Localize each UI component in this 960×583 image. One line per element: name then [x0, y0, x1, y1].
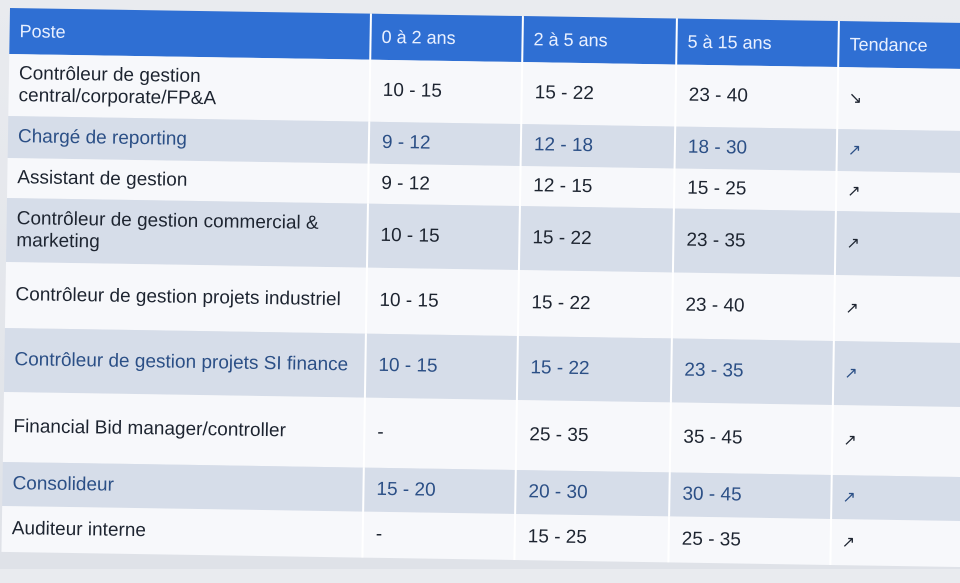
cell-poste: Assistant de gestion	[7, 157, 369, 204]
cell-0-2-ans: 10 - 15	[369, 59, 523, 125]
cell-2-5-ans: 15 - 25	[514, 513, 670, 563]
trend-arrow-icon: ↗	[834, 210, 960, 278]
salary-table-sheet: Poste 0 à 2 ans 2 à 5 ans 5 à 15 ans Ten…	[1, 8, 960, 583]
header-poste: Poste	[9, 8, 371, 60]
trend-arrow-icon: ↘	[837, 67, 960, 132]
cell-poste: Chargé de reporting	[7, 115, 370, 164]
cell-2-5-ans: 15 - 22	[521, 62, 677, 127]
cell-2-5-ans: 15 - 22	[517, 270, 673, 339]
cell-poste: Contrôleur de gestion projets industriel	[4, 261, 367, 334]
cell-0-2-ans: 15 - 20	[363, 467, 516, 514]
cell-2-5-ans: 25 - 35	[515, 400, 671, 473]
cell-5-15-ans: 23 - 40	[675, 64, 839, 130]
trend-arrow-icon: ↗	[836, 129, 960, 174]
cell-5-15-ans: 25 - 35	[668, 516, 832, 565]
trend-arrow-icon: ↗	[832, 340, 960, 408]
cell-poste: Auditeur interne	[1, 505, 364, 558]
cell-poste: Contrôleur de gestion commercial & marke…	[6, 197, 368, 268]
cell-5-15-ans: 15 - 25	[673, 168, 837, 211]
trend-arrow-icon: ↗	[833, 274, 960, 344]
cell-2-5-ans: 12 - 15	[519, 166, 675, 209]
header-2-5-ans: 2 à 5 ans	[522, 16, 677, 65]
header-5-15-ans: 5 à 15 ans	[676, 18, 839, 68]
cell-0-2-ans: 9 - 12	[368, 121, 522, 167]
cell-0-2-ans: -	[363, 397, 517, 471]
cell-5-15-ans: 23 - 35	[670, 338, 834, 405]
cell-0-2-ans: 9 - 12	[367, 163, 521, 207]
trend-arrow-icon: ↗	[835, 171, 960, 214]
cell-2-5-ans: 15 - 22	[518, 206, 674, 273]
cell-poste: Financial Bid manager/controller	[2, 391, 365, 468]
cell-5-15-ans: 35 - 45	[669, 402, 833, 475]
cell-poste: Contrôleur de gestion projets SI finance	[3, 327, 366, 398]
cell-5-15-ans: 23 - 35	[672, 208, 836, 275]
cell-0-2-ans: -	[362, 511, 516, 560]
cell-2-5-ans: 12 - 18	[520, 124, 676, 169]
trend-arrow-icon: ↗	[830, 518, 960, 568]
cell-5-15-ans: 18 - 30	[674, 126, 838, 172]
trend-arrow-icon: ↗	[831, 474, 960, 522]
cell-poste: Contrôleur de gestion central/corporate/…	[8, 53, 371, 122]
trend-arrow-icon: ↗	[831, 404, 960, 478]
cell-0-2-ans: 10 - 15	[365, 267, 519, 337]
header-0-2-ans: 0 à 2 ans	[370, 13, 523, 63]
cell-poste: Consolideur	[2, 461, 364, 512]
cell-5-15-ans: 23 - 40	[671, 272, 835, 341]
cell-2-5-ans: 20 - 30	[515, 470, 670, 517]
cell-0-2-ans: 10 - 15	[366, 203, 520, 271]
cell-0-2-ans: 10 - 15	[364, 333, 518, 401]
header-tendance: Tendance	[838, 21, 960, 70]
cell-5-15-ans: 30 - 45	[669, 472, 832, 519]
salary-table: Poste 0 à 2 ans 2 à 5 ans 5 à 15 ans Ten…	[1, 8, 960, 568]
cell-2-5-ans: 15 - 22	[516, 336, 672, 403]
